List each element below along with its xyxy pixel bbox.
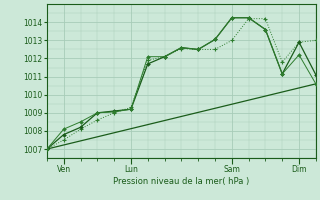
X-axis label: Pression niveau de la mer( hPa ): Pression niveau de la mer( hPa ) bbox=[113, 177, 250, 186]
